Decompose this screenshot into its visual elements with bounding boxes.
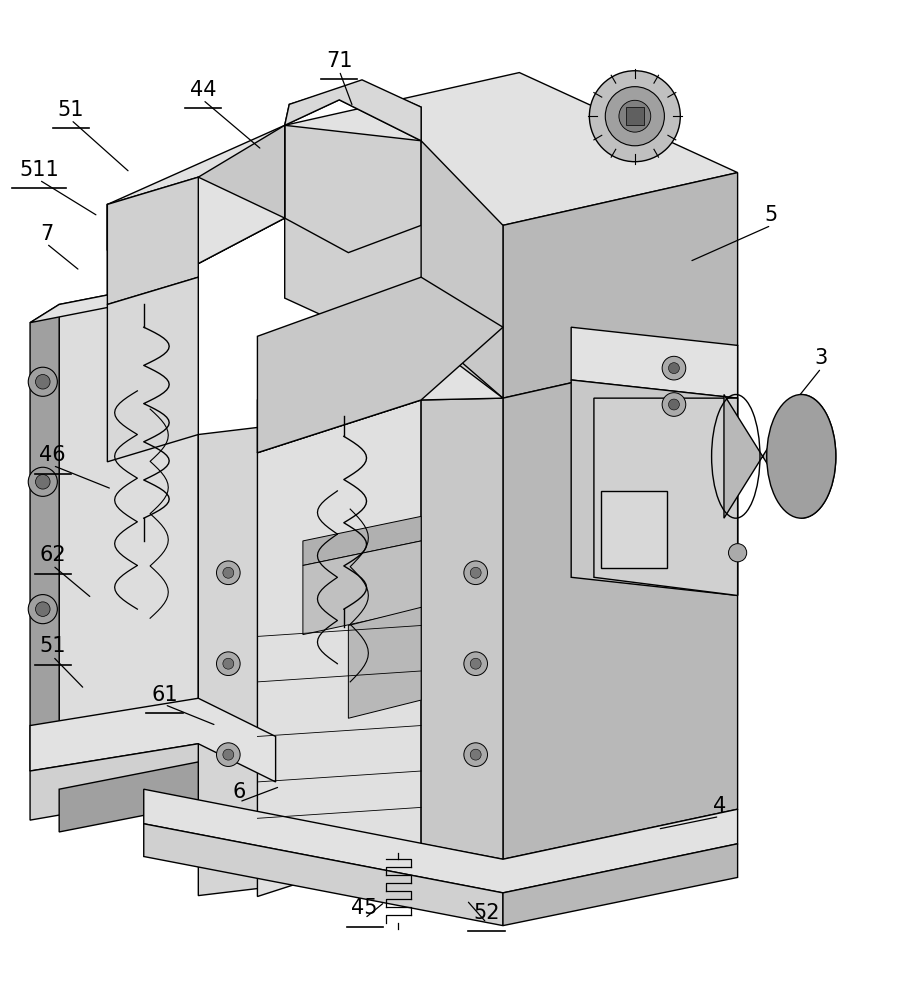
Polygon shape (421, 141, 503, 398)
Circle shape (470, 567, 481, 578)
Circle shape (662, 393, 685, 416)
Text: 3: 3 (814, 348, 828, 368)
Circle shape (28, 467, 58, 496)
Polygon shape (285, 125, 421, 253)
Circle shape (470, 658, 481, 669)
Circle shape (36, 475, 50, 489)
Polygon shape (257, 277, 503, 453)
Circle shape (217, 561, 240, 585)
Text: 61: 61 (151, 685, 178, 705)
Text: 5: 5 (765, 205, 778, 225)
Polygon shape (107, 177, 285, 264)
Text: 46: 46 (39, 445, 66, 465)
Polygon shape (199, 398, 503, 896)
Polygon shape (257, 336, 503, 453)
Polygon shape (503, 844, 737, 926)
Polygon shape (199, 125, 285, 264)
Polygon shape (285, 80, 421, 141)
Circle shape (662, 356, 685, 380)
Circle shape (223, 658, 233, 669)
Circle shape (606, 87, 664, 146)
Circle shape (28, 367, 58, 396)
Polygon shape (601, 491, 667, 568)
Text: 51: 51 (58, 100, 84, 120)
Polygon shape (285, 82, 421, 141)
Circle shape (619, 100, 651, 132)
Polygon shape (594, 398, 737, 595)
Polygon shape (107, 125, 285, 264)
Circle shape (669, 363, 680, 374)
Polygon shape (59, 277, 199, 753)
Text: 52: 52 (473, 903, 500, 923)
Polygon shape (571, 327, 737, 398)
Polygon shape (349, 607, 421, 718)
Circle shape (464, 561, 488, 585)
Polygon shape (257, 400, 421, 897)
Circle shape (217, 743, 240, 766)
Circle shape (217, 652, 240, 676)
Polygon shape (144, 789, 737, 893)
Text: 71: 71 (326, 51, 352, 71)
Polygon shape (285, 125, 503, 398)
Polygon shape (30, 277, 199, 323)
Circle shape (36, 374, 50, 389)
Circle shape (28, 595, 58, 624)
Circle shape (589, 71, 681, 162)
Polygon shape (421, 398, 503, 859)
Circle shape (728, 544, 747, 562)
Text: 7: 7 (40, 224, 53, 244)
Polygon shape (107, 177, 199, 435)
Polygon shape (303, 516, 421, 565)
Text: 4: 4 (713, 796, 726, 816)
Circle shape (669, 399, 680, 410)
Ellipse shape (767, 395, 835, 518)
Circle shape (464, 743, 488, 766)
Polygon shape (30, 304, 59, 771)
Polygon shape (107, 277, 199, 462)
Polygon shape (503, 173, 737, 398)
Polygon shape (144, 824, 503, 926)
Text: 511: 511 (19, 160, 59, 180)
Text: 6: 6 (232, 782, 246, 802)
Polygon shape (285, 73, 737, 225)
Polygon shape (30, 698, 275, 782)
Polygon shape (571, 380, 737, 595)
Circle shape (470, 749, 481, 760)
Circle shape (36, 602, 50, 616)
Polygon shape (107, 204, 199, 435)
Circle shape (464, 652, 488, 676)
Polygon shape (503, 345, 737, 859)
Polygon shape (59, 762, 199, 832)
Circle shape (223, 749, 233, 760)
Bar (626, 107, 644, 125)
Polygon shape (724, 395, 835, 518)
Polygon shape (107, 177, 199, 304)
Text: 62: 62 (39, 545, 66, 565)
Circle shape (223, 567, 233, 578)
Polygon shape (303, 541, 421, 635)
Text: 45: 45 (351, 898, 378, 918)
Text: 51: 51 (39, 636, 66, 656)
Text: 44: 44 (189, 80, 216, 100)
Polygon shape (30, 744, 199, 820)
